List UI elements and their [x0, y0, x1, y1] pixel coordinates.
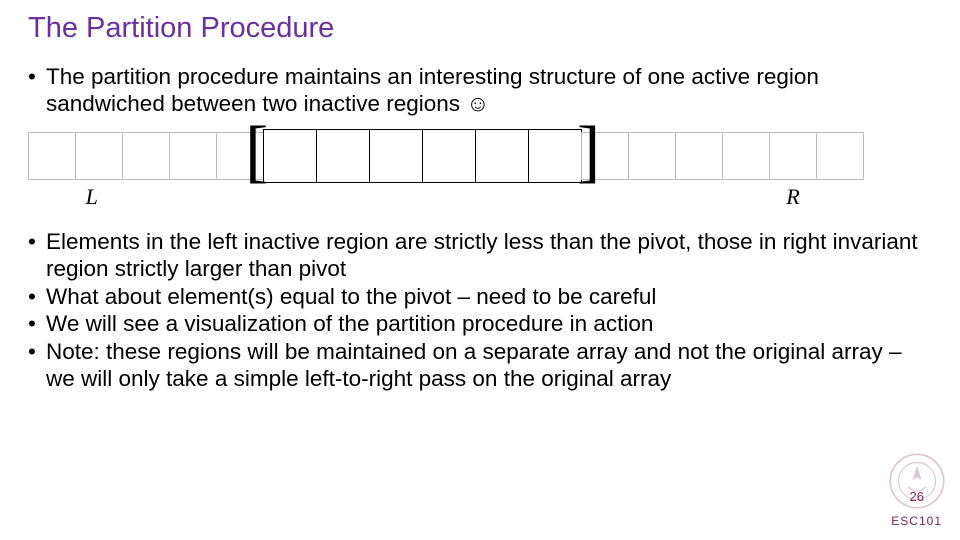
slide: The Partition Procedure The partition pr… — [0, 0, 960, 540]
cell-active — [369, 129, 423, 183]
bracket-left-icon: [ — [245, 112, 268, 192]
label-L: L — [86, 184, 98, 210]
cell-inactive-left — [75, 132, 123, 180]
cell-active — [475, 129, 529, 183]
cell-inactive-right — [816, 132, 864, 180]
cell-inactive-left — [122, 132, 170, 180]
course-code: ESC101 — [891, 514, 942, 528]
bullet-bottom-0: Elements in the left inactive region are… — [28, 228, 932, 283]
cells-row — [28, 132, 863, 183]
cell-inactive-right — [675, 132, 723, 180]
page-number: 26 — [910, 489, 924, 504]
cell-inactive-right — [722, 132, 770, 180]
cell-inactive-right — [628, 132, 676, 180]
cell-active — [316, 129, 370, 183]
bullet-bottom-3: Note: these regions will be maintained o… — [28, 338, 932, 393]
cell-inactive-left — [169, 132, 217, 180]
bullet-top-0: The partition procedure maintains an int… — [28, 63, 932, 118]
bullets-bottom: Elements in the left inactive region are… — [28, 228, 932, 393]
bullet-bottom-2: We will see a visualization of the parti… — [28, 310, 932, 337]
slide-title: The Partition Procedure — [28, 12, 932, 45]
cell-inactive-right — [769, 132, 817, 180]
partition-diagram: [ ] L R — [28, 132, 932, 216]
label-R: R — [786, 184, 799, 210]
cell-active — [422, 129, 476, 183]
cell-active — [263, 129, 317, 183]
bracket-right-icon: ] — [577, 112, 600, 192]
cell-active — [528, 129, 582, 183]
cell-inactive-left — [28, 132, 76, 180]
bullet-bottom-1: What about element(s) equal to the pivot… — [28, 283, 932, 310]
bullets-top: The partition procedure maintains an int… — [28, 63, 932, 118]
